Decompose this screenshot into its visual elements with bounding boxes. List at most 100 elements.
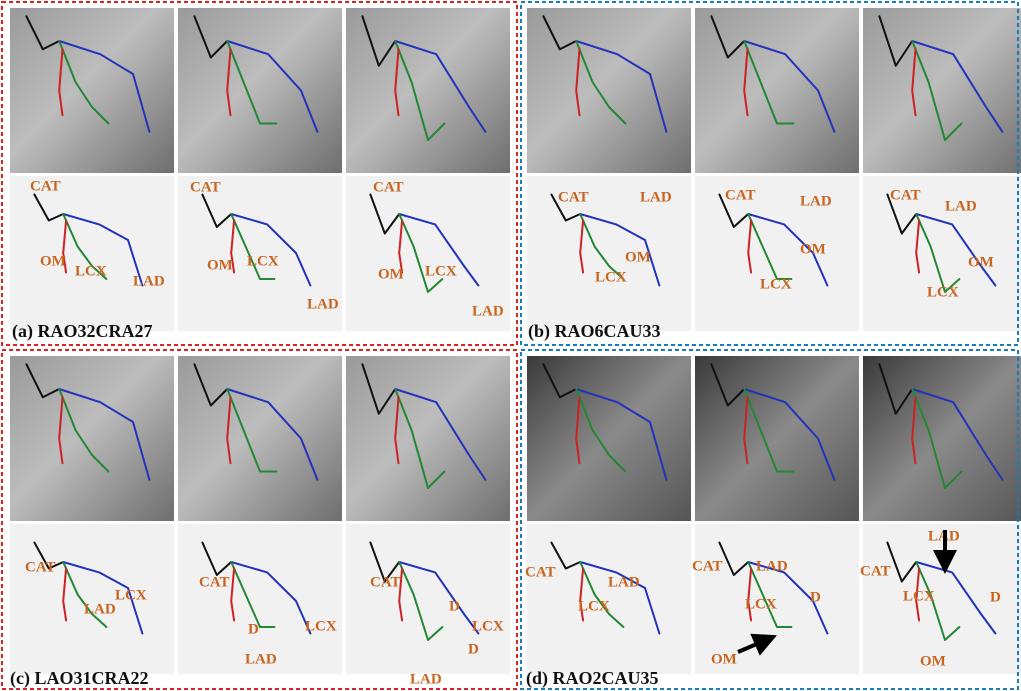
vessel-lad (579, 213, 661, 287)
vessel-cat (718, 541, 750, 576)
vessel-lcx (743, 40, 795, 125)
vessel-label: LCX (927, 284, 959, 300)
vessel-lad (575, 40, 668, 133)
vessel-lad (743, 388, 836, 481)
vessel-label: LCX (305, 618, 337, 634)
vessel-lad (230, 213, 312, 287)
vessel-label: CAT (370, 574, 401, 590)
vessel-lad (226, 40, 319, 133)
angiogram (863, 8, 1021, 173)
vessel-label: LCX (903, 588, 935, 604)
vessel-cat (25, 15, 61, 51)
vessel-label: LCX (760, 276, 792, 292)
vessel-lad (58, 388, 151, 481)
vessel-label: LCX (578, 598, 610, 614)
vessel-label: LCX (115, 587, 147, 603)
arrow (737, 633, 778, 656)
vessel-cat (201, 193, 233, 228)
vessel-lcx (394, 388, 446, 489)
vessel-lcx (230, 213, 276, 280)
vessel-om (230, 567, 236, 622)
vessel-lad (579, 561, 661, 635)
vessel-label: CAT (725, 187, 756, 203)
angiogram (346, 8, 510, 173)
vessel-lcx (575, 388, 627, 473)
vessel-om (394, 396, 400, 465)
vessel-lad (230, 561, 312, 635)
vessel-cat (710, 15, 746, 59)
vessel-lad (747, 561, 829, 635)
vessel-cat (33, 193, 65, 222)
vessel-lad (747, 213, 829, 287)
vessel-cat (542, 15, 578, 51)
vessel-lad (62, 213, 144, 287)
vessel-lcx (911, 388, 963, 489)
vessel-label: OM (40, 253, 66, 269)
vessel-om (915, 219, 921, 274)
vessel-label: LAD (800, 193, 832, 209)
vessel-lad (911, 40, 1004, 133)
vessel-om (398, 567, 404, 622)
vessel-label: CAT (190, 179, 221, 195)
vessel-label: CAT (860, 563, 891, 579)
angiogram (695, 8, 859, 173)
vessel-lcx (226, 40, 278, 125)
vessel-label: OM (207, 257, 233, 273)
vessel-cat (542, 363, 578, 399)
vessel-label: LAD (945, 198, 977, 214)
vessel-lcx (915, 561, 961, 641)
vessel-label: OM (800, 241, 826, 257)
angiogram (10, 356, 174, 521)
vessel-cat (550, 541, 582, 570)
vessel-label: CAT (199, 574, 230, 590)
vessel-lad (398, 561, 480, 635)
vessel-om (230, 219, 236, 274)
vessel-lad (915, 213, 997, 287)
vessel-lcx (747, 213, 793, 280)
vessel-label: CAT (525, 564, 556, 580)
vessel-cat (710, 363, 746, 407)
vessel-lad (58, 40, 151, 133)
vessel-lad (911, 388, 1004, 481)
angiogram (178, 356, 342, 521)
vessel-cat (718, 193, 750, 228)
vessel-label: OM (920, 653, 946, 669)
vessel-lad (394, 40, 487, 133)
angiogram (527, 8, 691, 173)
vessel-cat (201, 541, 233, 576)
vessel-label: LAD (472, 303, 504, 319)
angiogram (346, 356, 510, 521)
vessel-cat (886, 193, 918, 235)
vessel-lcx (911, 40, 963, 141)
vessel-cat (369, 541, 401, 583)
vessel-om (58, 396, 64, 465)
vessel-om (226, 48, 232, 117)
vessel-label: CAT (558, 189, 589, 205)
panel-caption: (c) LAO31CRA22 (10, 668, 148, 689)
vessel-om (398, 219, 404, 274)
vessel-cat (193, 363, 229, 407)
vessel-lcx (62, 561, 108, 628)
vessel-om (62, 219, 68, 274)
vessel-lad (226, 388, 319, 481)
angiogram (10, 8, 174, 173)
vessel-label: D (810, 589, 821, 605)
vessel-label: LCX (745, 596, 777, 612)
vessel-om (915, 567, 921, 622)
vessel-label: LAD (245, 651, 277, 667)
vessel-label: CAT (692, 558, 723, 574)
vessel-label: LAD (410, 671, 442, 687)
vessel-label: LCX (425, 263, 457, 279)
vessel-lad (398, 213, 480, 287)
vessel-lad (62, 561, 144, 635)
vessel-label: D (449, 598, 460, 614)
vessel-om (394, 48, 400, 117)
vessel-cat (361, 363, 397, 415)
vessel-cat (33, 541, 65, 570)
schematic-bg (695, 176, 859, 331)
vessel-om (579, 219, 585, 274)
vessel-lad (575, 388, 668, 481)
vessel-lcx (394, 40, 446, 141)
